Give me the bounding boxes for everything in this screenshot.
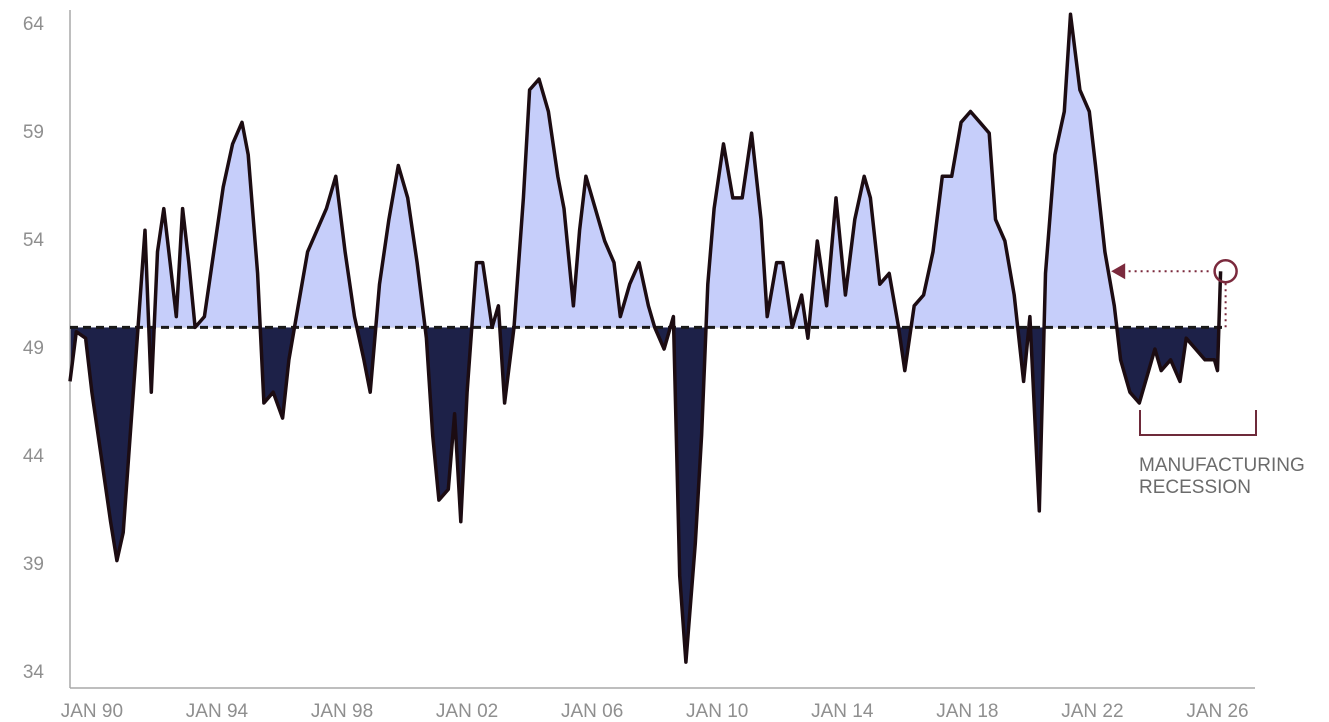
x-tick-label: JAN 98 (311, 701, 373, 722)
area-below (70, 327, 1221, 663)
y-tick-label: 44 (23, 446, 45, 467)
x-tick-label: JAN 22 (1061, 701, 1123, 722)
x-tick-label: JAN 18 (936, 701, 998, 722)
bracket (1139, 410, 1257, 436)
y-tick-label: 49 (23, 338, 44, 359)
x-tick-label: JAN 90 (61, 701, 123, 722)
x-tick-label: JAN 14 (811, 701, 874, 722)
y-tick-label: 34 (23, 662, 45, 683)
areas (70, 14, 1221, 663)
x-tick-label: JAN 94 (186, 701, 249, 722)
annotation-line: RECESSION (1139, 477, 1251, 498)
area-above (138, 14, 1221, 328)
annotation-line: MANUFACTURING (1139, 455, 1305, 476)
x-tick-label: JAN 06 (561, 701, 623, 722)
y-tick-label: 39 (23, 554, 44, 575)
annotation-circle (1213, 259, 1238, 284)
x-tick-label: JAN 02 (436, 701, 498, 722)
annotation-arrowhead (1111, 263, 1126, 280)
y-tick-label: 64 (23, 14, 45, 35)
x-tick-label: JAN 26 (1186, 701, 1248, 722)
x-tick-label: JAN 10 (686, 701, 748, 722)
line (68, 12, 1223, 664)
y-tick-label: 54 (23, 230, 45, 251)
y-tick-label: 59 (23, 122, 44, 143)
